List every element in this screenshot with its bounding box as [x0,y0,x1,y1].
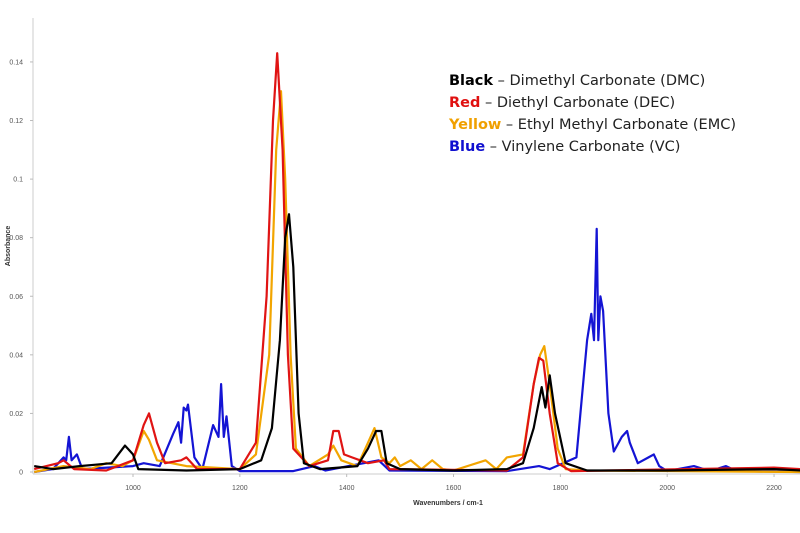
series-vc-line [34,227,800,474]
x-tick-label: 1800 [553,485,569,492]
legend-item-dec: Red – Diethyl Carbonate (DEC) [449,92,736,114]
x-tick-label: 1200 [232,485,248,492]
legend-item-dmc: Black – Dimethyl Carbonate (DMC) [449,70,736,92]
y-axis-label: Absorbance [5,226,12,267]
y-tick-label: 0.02 [9,411,23,418]
x-tick-label: 1000 [125,485,141,492]
legend-key: Yellow [449,117,502,133]
legend-key: Red [449,95,481,111]
x-tick-label: 2000 [659,485,675,492]
y-tick-label: 0.12 [9,118,23,125]
x-tick-label: 1400 [339,485,355,492]
series-dmc-line [34,213,800,472]
y-tick-label: 0.1 [13,177,23,184]
x-axis-label: Wavenumbers / cm-1 [413,500,483,507]
y-tick-label: 0.06 [9,294,23,301]
y-tick-label: 0.08 [9,235,23,242]
legend-text: – Diethyl Carbonate (DEC) [480,95,676,111]
legend-text: – Vinylene Carbonate (VC) [485,139,681,155]
legend-key: Black [449,73,494,89]
legend: Black – Dimethyl Carbonate (DMC) Red – D… [449,70,736,158]
legend-item-emc: Yellow – Ethyl Methyl Carbonate (EMC) [449,114,736,136]
legend-text: – Dimethyl Carbonate (DMC) [493,73,706,89]
x-tick-label: 1600 [446,485,462,492]
y-tick-label: 0.04 [9,352,23,359]
legend-text: – Ethyl Methyl Carbonate (EMC) [501,117,737,133]
legend-key: Blue [449,139,486,155]
x-tick-label: 2200 [766,485,782,492]
y-tick-label: 0.14 [9,59,23,66]
y-tick-label: 0 [19,470,23,477]
legend-item-vc: Blue – Vinylene Carbonate (VC) [449,136,736,158]
series-dec-line [33,52,800,473]
